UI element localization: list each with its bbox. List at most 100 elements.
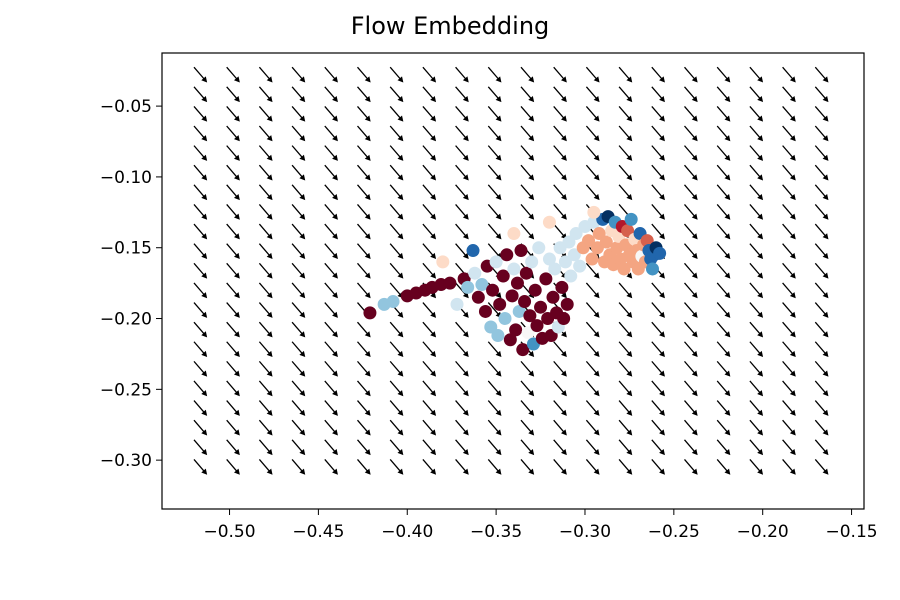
quiver-arrow: [389, 439, 404, 456]
quiver-arrow: [258, 262, 273, 279]
quiver-arrow: [324, 439, 338, 456]
quiver-arrow: [651, 282, 665, 299]
quiver-arrow: [226, 282, 240, 299]
quiver-arrow: [389, 105, 404, 122]
quiver-arrow: [749, 204, 764, 220]
scatter-point: [599, 235, 613, 249]
quiver-arrow: [782, 125, 796, 142]
quiver-arrow: [684, 439, 698, 456]
quiver-arrow: [487, 341, 502, 358]
quiver-arrow: [455, 86, 469, 103]
x-tick-label: −0.35: [470, 522, 522, 542]
scatter-point: [653, 246, 667, 260]
quiver-arrow: [258, 125, 273, 142]
quiver-arrow: [782, 400, 796, 416]
quiver-arrow: [618, 419, 633, 436]
quiver-arrow: [389, 341, 404, 358]
quiver-arrow: [618, 459, 633, 475]
quiver-arrow: [226, 125, 240, 142]
quiver-arrow: [618, 164, 633, 181]
quiver-arrow: [422, 262, 437, 279]
quiver-arrow: [684, 125, 698, 142]
quiver-arrow: [291, 360, 306, 377]
quiver-arrow: [814, 204, 829, 220]
y-tick-label: −0.30: [100, 451, 152, 471]
quiver-arrow: [520, 125, 535, 142]
quiver-arrow: [258, 439, 273, 456]
scatter-point: [475, 278, 489, 292]
quiver-arrow: [193, 125, 208, 142]
quiver-arrow: [193, 243, 208, 259]
quiver-arrow: [422, 302, 437, 318]
quiver-arrow: [226, 439, 240, 456]
x-tick-label: −0.30: [559, 522, 611, 542]
quiver-arrow: [455, 459, 469, 475]
quiver-arrow: [357, 125, 371, 142]
quiver-arrow: [749, 125, 764, 142]
quiver-arrow: [193, 105, 208, 122]
chart-title: Flow Embedding: [351, 12, 550, 40]
scatter-point: [436, 255, 450, 269]
quiver-arrow: [422, 223, 437, 240]
quiver-arrow: [389, 125, 404, 142]
scatter-point: [516, 343, 530, 357]
quiver-arrow: [749, 223, 764, 240]
quiver-arrow: [422, 164, 437, 181]
quiver-arrow: [749, 459, 764, 475]
quiver-arrow: [258, 243, 273, 259]
quiver-arrow: [782, 341, 796, 358]
quiver-arrow: [814, 66, 829, 83]
quiver-arrow: [258, 223, 273, 240]
scatter-point: [585, 252, 599, 266]
quiver-arrow: [684, 66, 698, 83]
quiver-arrow: [553, 86, 567, 103]
quiver-arrow: [814, 360, 829, 377]
quiver-arrow: [585, 459, 600, 475]
scatter-point: [471, 290, 485, 304]
quiver-arrow: [487, 125, 502, 142]
quiver-arrow: [618, 400, 633, 416]
quiver-arrow: [193, 380, 208, 397]
quiver-arrow: [455, 223, 469, 240]
quiver-arrow: [749, 282, 764, 299]
quiver-arrow: [226, 341, 240, 358]
quiver-arrow: [651, 321, 665, 338]
quiver-arrow: [814, 125, 829, 142]
scatter-point: [489, 255, 503, 269]
quiver-arrow: [684, 145, 698, 161]
quiver-arrow: [226, 321, 240, 338]
quiver-arrow: [193, 204, 208, 220]
scatter-point: [532, 241, 546, 255]
quiver-arrow: [357, 321, 371, 338]
quiver-arrow: [487, 204, 502, 220]
quiver-arrow: [716, 243, 731, 259]
quiver-arrow: [455, 400, 469, 416]
scatter-point: [363, 306, 377, 320]
scatter-point: [587, 205, 601, 219]
quiver-arrow: [422, 360, 437, 377]
quiver-arrow: [716, 184, 731, 201]
quiver-arrow: [291, 145, 306, 161]
quiver-arrow: [749, 341, 764, 358]
quiver-arrow: [455, 243, 469, 259]
quiver-arrow: [684, 400, 698, 416]
quiver-arrow: [389, 86, 404, 103]
scatter-point: [567, 248, 581, 262]
quiver-arrow: [422, 243, 437, 259]
quiver-arrow: [814, 341, 829, 358]
quiver-arrow: [814, 184, 829, 201]
quiver-arrow: [291, 204, 306, 220]
quiver-arrow: [226, 184, 240, 201]
quiver-arrow: [389, 164, 404, 181]
quiver-arrow: [389, 262, 404, 279]
quiver-arrow: [193, 459, 208, 475]
quiver-arrow: [585, 66, 600, 83]
quiver-arrow: [422, 439, 437, 456]
quiver-arrow: [749, 419, 764, 436]
quiver-arrow: [193, 184, 208, 201]
quiver-arrow: [258, 419, 273, 436]
quiver-arrow: [487, 66, 502, 83]
quiver-arrow: [749, 86, 764, 103]
quiver-arrow: [684, 223, 698, 240]
quiver-arrow: [357, 223, 371, 240]
